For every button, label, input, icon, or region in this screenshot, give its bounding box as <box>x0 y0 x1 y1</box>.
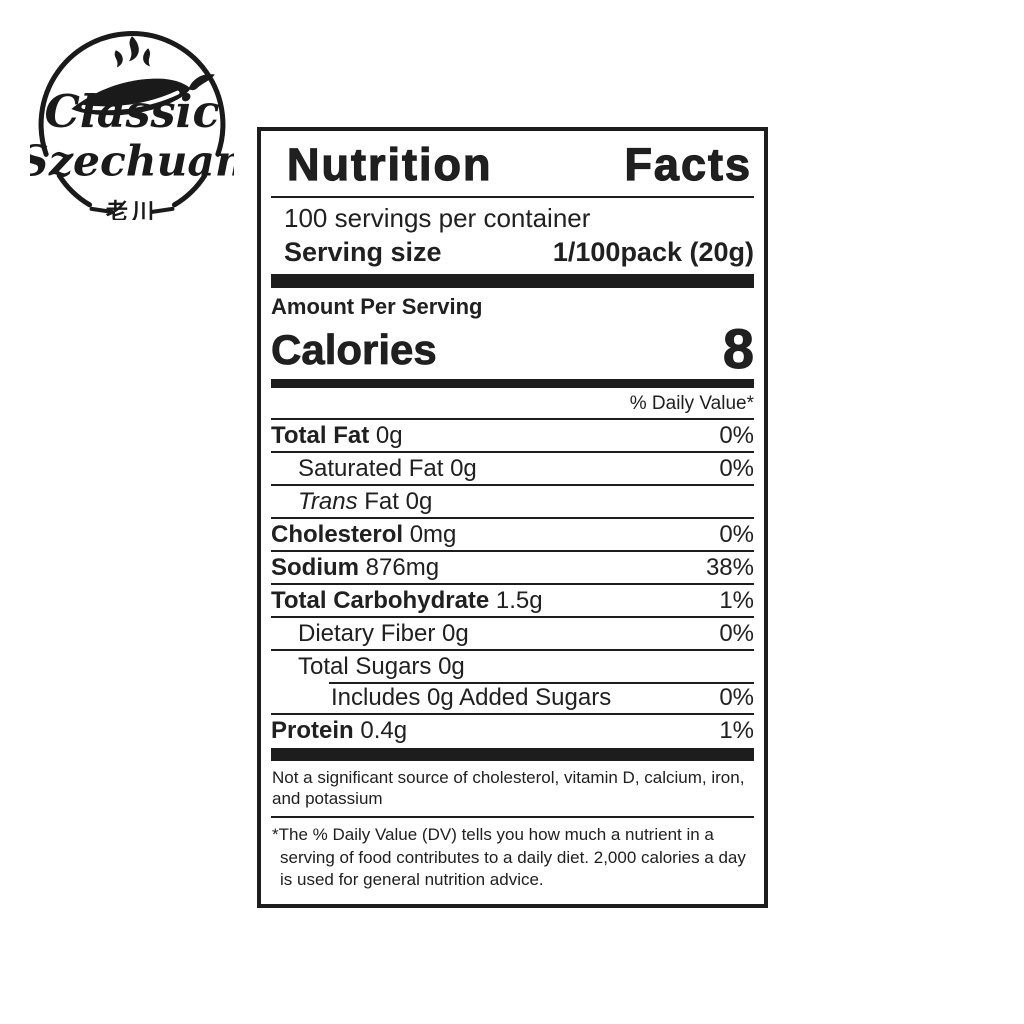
nutrition-facts-title: Nutrition Facts <box>271 136 754 198</box>
amount-per-serving-label: Amount Per Serving <box>271 294 483 319</box>
nutrient-row-sodium: Sodium 876mg 38% <box>271 550 754 583</box>
dv-total-fat: 0% <box>719 422 754 449</box>
calories-value: 8 <box>722 317 754 380</box>
brand-logo: Classic Szechuan 老川 <box>18 22 246 225</box>
medium-divider <box>271 379 754 388</box>
logo-circle-bottom-left <box>56 173 93 208</box>
dv-dietary-fiber: 0% <box>719 620 754 647</box>
calories-label: Calories <box>271 326 438 373</box>
logo-dash-left <box>89 206 114 214</box>
nutrient-row-protein: Protein 0.4g 1% <box>271 713 754 746</box>
serving-size-label: Serving size <box>284 237 442 267</box>
nutrient-row-total-carbohydrate: Total Carbohydrate 1.5g 1% <box>271 583 754 616</box>
brand-logo-graphic: Classic Szechuan 老川 <box>18 31 246 225</box>
nutrition-facts-label: Nutrition Facts 100 servings per contain… <box>257 127 768 908</box>
footnote-divider <box>271 816 754 818</box>
flame-icon <box>114 36 151 68</box>
nutrient-row-added-sugars: Includes 0g Added Sugars 0% <box>271 682 754 713</box>
thick-divider-bottom <box>271 748 754 761</box>
calories-row: Calories 8 <box>271 317 755 380</box>
daily-value-header: % Daily Value* <box>629 393 754 414</box>
brand-name-line2: Szechuan <box>30 137 234 187</box>
brand-name-line1: Classic <box>44 86 219 138</box>
logo-circle-bottom-right <box>171 173 208 208</box>
dv-sodium: 38% <box>705 554 754 581</box>
daily-value-footnote: *The % Daily Value (DV) tells you how mu… <box>272 825 746 889</box>
nutrient-row-trans-fat: Trans Fat 0g <box>271 484 754 517</box>
dv-added-sugars: 0% <box>719 684 754 711</box>
logo-dash-right <box>150 206 175 214</box>
dv-saturated-fat: 0% <box>719 455 754 482</box>
chili-pepper-icon <box>71 74 215 116</box>
nutrient-row-total-fat: Total Fat 0g 0% <box>271 418 754 451</box>
nutrient-row-total-sugars: Total Sugars 0g <box>271 649 754 682</box>
not-significant-note: Not a significant source of cholesterol,… <box>272 768 745 808</box>
brand-name-cjk: 老川 <box>106 199 159 220</box>
dv-cholesterol: 0% <box>719 521 754 548</box>
nutrient-row-cholesterol: Cholesterol 0mg 0% <box>271 517 754 550</box>
title-word-nutrition: Nutrition <box>286 138 493 190</box>
nutrient-row-saturated-fat: Saturated Fat 0g 0% <box>271 451 754 484</box>
nutrient-row-dietary-fiber: Dietary Fiber 0g 0% <box>271 616 754 649</box>
logo-circle <box>38 31 226 157</box>
thick-divider-top <box>271 274 754 288</box>
serving-size-row: Serving size 1/100pack (20g) <box>271 235 754 272</box>
dv-protein: 1% <box>719 717 754 744</box>
dv-total-carbohydrate: 1% <box>719 587 754 614</box>
servings-per-container: 100 servings per container <box>284 203 591 233</box>
serving-size-value: 1/100pack (20g) <box>552 237 754 267</box>
title-word-facts: Facts <box>624 138 752 190</box>
